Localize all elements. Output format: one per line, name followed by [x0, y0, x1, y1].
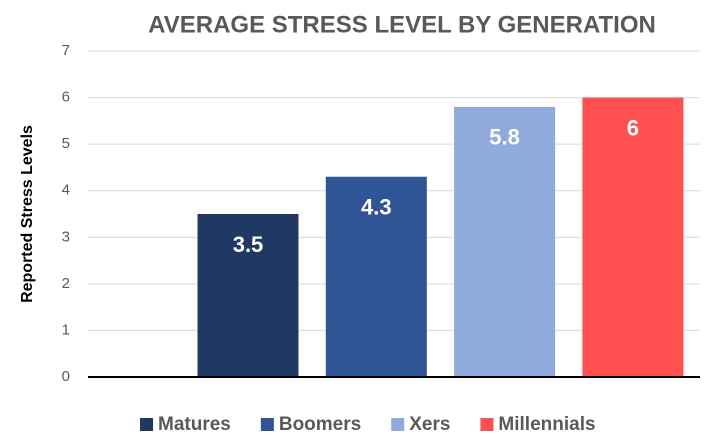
legend-swatch	[260, 418, 274, 431]
chart-title: AVERAGE STRESS LEVEL BY GENERATION	[148, 11, 656, 38]
legend-swatch	[140, 418, 153, 431]
y-tick-label: 5	[62, 135, 70, 152]
y-tick-label: 0	[62, 368, 70, 385]
bar	[325, 176, 427, 377]
legend-label: Xers	[409, 414, 450, 435]
data-label: 5.8	[489, 125, 520, 150]
y-tick-label: 4	[62, 182, 70, 199]
y-tick-label: 6	[62, 89, 70, 106]
y-axis-label: Reported Stress Levels	[19, 125, 36, 303]
legend-label: Boomers	[279, 414, 361, 435]
data-label: 3.5	[233, 232, 264, 257]
legend-label: Millennials	[498, 414, 595, 435]
y-tick-label: 7	[62, 42, 70, 59]
bar	[582, 97, 684, 378]
bar	[197, 214, 299, 377]
bar	[454, 106, 556, 377]
data-label: 6	[627, 115, 639, 140]
legend-label: Matures	[158, 414, 231, 435]
y-tick-label: 3	[62, 228, 70, 245]
legend-swatch	[480, 418, 494, 431]
y-tick-label: 1	[62, 321, 70, 338]
legend-swatch	[391, 418, 405, 431]
data-label: 4.3	[361, 195, 392, 220]
y-tick-label: 2	[62, 275, 70, 292]
